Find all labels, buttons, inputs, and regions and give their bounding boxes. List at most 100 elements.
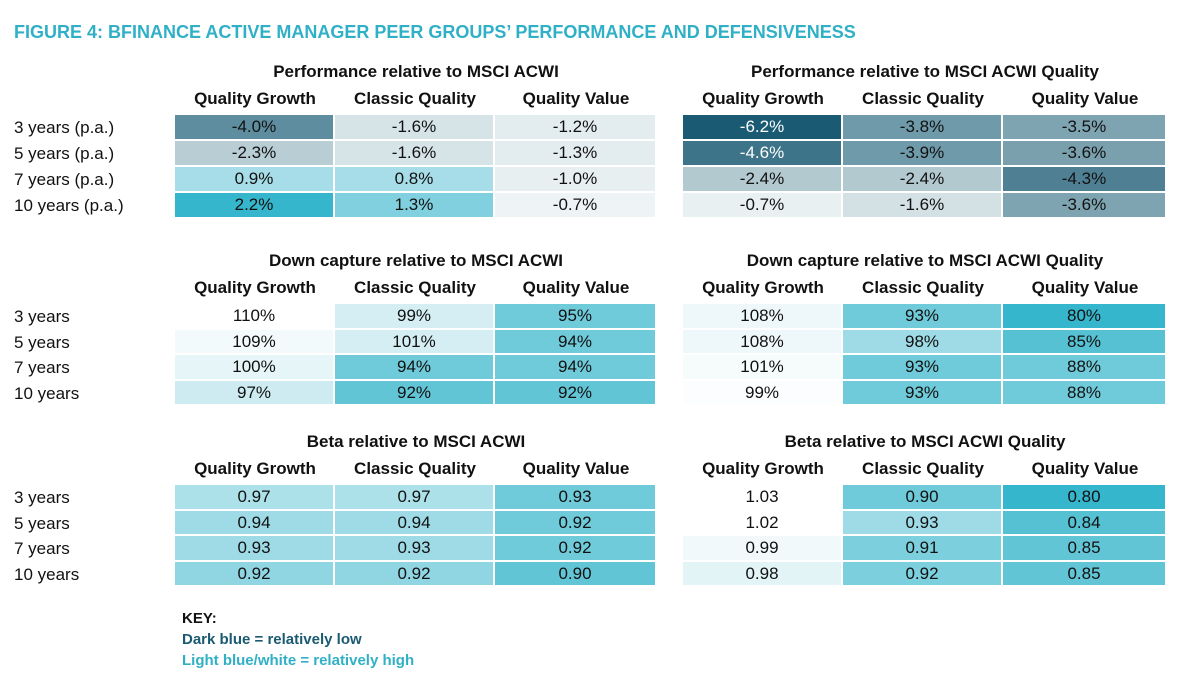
heatmap-cell: -1.0% (495, 167, 657, 193)
column-header: Classic Quality (862, 278, 984, 297)
heatmap-cell: -0.7% (683, 193, 843, 219)
heatmap-cell: 0.93 (495, 485, 657, 511)
heatmap-cell: 0.90 (495, 561, 657, 587)
row-label: 3 years (14, 488, 70, 507)
row-label: 5 years (14, 332, 70, 352)
heatmap-cell: 0.80 (1003, 485, 1167, 511)
heatmap-cell: 93% (843, 304, 1003, 330)
heatmap-cell: 0.93 (175, 536, 335, 562)
column-header: Classic Quality (354, 89, 476, 108)
column-header: Quality Growth (194, 89, 316, 108)
column-header: Quality Value (522, 459, 630, 478)
column-header: Classic Quality (354, 459, 476, 478)
heatmap-cell: 1.03 (683, 485, 843, 511)
heatmap-cell: -1.6% (335, 115, 495, 141)
heatmap-cell: 0.85 (1003, 536, 1167, 562)
heatmap-cell: -4.6% (683, 141, 843, 167)
heatmap-cell: -3.5% (1003, 115, 1167, 141)
column-header: Classic Quality (862, 459, 984, 478)
heatmap-cell: 0.93 (843, 510, 1003, 536)
heatmap-cell: 108% (683, 329, 843, 355)
row-label: 3 years (14, 307, 70, 326)
row-label: 10 years (14, 383, 80, 403)
table-title: Down capture relative to MSCI ACWI Quali… (746, 251, 1104, 270)
row-label: 3 years (p.a.) (14, 118, 115, 137)
row-label: 7 years (14, 358, 70, 377)
heatmap-cell: 0.99 (683, 536, 843, 562)
heatmap-cell: -6.2% (683, 115, 843, 141)
heatmap-cell: 88% (1003, 380, 1167, 406)
heatmap-cell: 94% (495, 355, 657, 381)
heatmap-cell: 85% (1003, 329, 1167, 355)
heatmap-cell: -2.4% (683, 167, 843, 193)
table-title: Down capture relative to MSCI ACWI (268, 251, 564, 270)
column-header: Quality Value (522, 89, 630, 108)
heatmap-cell: 0.92 (175, 561, 335, 587)
heatmap-cell: 2.2% (175, 193, 335, 219)
row-label: 5 years (p.a.) (14, 144, 115, 163)
heatmap-cell: -3.8% (843, 115, 1003, 141)
table-title: Performance relative to MSCI ACWI Qualit… (751, 62, 1099, 81)
heatmap-cell: -0.7% (495, 193, 657, 219)
heatmap-cell: 88% (1003, 355, 1167, 381)
row-label: 5 years (14, 513, 70, 533)
heatmap-cell: 0.84 (1003, 510, 1167, 536)
row-label: 7 years (14, 539, 70, 558)
heatmap-cell: -2.4% (843, 167, 1003, 193)
heatmap-cell: 0.85 (1003, 561, 1167, 587)
heatmap-cell: -4.3% (1003, 167, 1167, 193)
column-header: Quality Growth (194, 278, 316, 297)
heatmap-cell: 0.92 (495, 510, 657, 536)
heatmap-cell: -3.6% (1003, 141, 1167, 167)
heatmap-cell: 99% (683, 380, 843, 406)
column-header: Quality Growth (702, 89, 824, 108)
table-title: Beta relative to MSCI ACWI Quality (784, 432, 1066, 451)
heatmap-cell: 100% (175, 355, 335, 381)
column-header: Quality Value (1031, 89, 1139, 108)
heatmap-cell: -1.6% (843, 193, 1003, 219)
heatmap-cell: 0.91 (843, 536, 1003, 562)
heatmap-cell: 0.92 (495, 536, 657, 562)
heatmap-cell: 1.02 (683, 510, 843, 536)
heatmap-cell: -1.3% (495, 141, 657, 167)
heatmap-cell: 94% (495, 329, 657, 355)
key-dark: Dark blue = relatively low (182, 631, 362, 648)
heatmap-cell: 0.90 (843, 485, 1003, 511)
heatmap-cell: 0.98 (683, 561, 843, 587)
heatmap-cell: 101% (335, 329, 495, 355)
heatmap-cell: 0.93 (335, 536, 495, 562)
heatmap-cell: 101% (683, 355, 843, 381)
heatmap-cell: -1.2% (495, 115, 657, 141)
key-light: Light blue/white = relatively high (182, 652, 415, 669)
heatmap-cell: 110% (175, 304, 335, 330)
column-header: Quality Value (1031, 459, 1139, 478)
heatmap-cell: -3.6% (1003, 193, 1167, 219)
column-header: Classic Quality (354, 278, 476, 297)
figure-title: FIGURE 4: BFINANCE ACTIVE MANAGER PEER G… (14, 22, 856, 42)
column-header: Quality Value (522, 278, 630, 297)
heatmap-cell: 95% (495, 304, 657, 330)
heatmap-cell: 109% (175, 329, 335, 355)
row-label: 10 years (14, 564, 80, 584)
heatmap-cell: 0.92 (843, 561, 1003, 587)
column-header: Quality Growth (194, 459, 316, 478)
heatmap-cell: 0.94 (175, 510, 335, 536)
heatmap-cell: 94% (335, 355, 495, 381)
heatmap-cell: 80% (1003, 304, 1167, 330)
column-header: Quality Growth (702, 278, 824, 297)
heatmap-cell: 92% (495, 380, 657, 406)
heatmap-cell: 0.97 (175, 485, 335, 511)
key-heading: KEY: (182, 610, 217, 627)
heatmap-cell: -3.9% (843, 141, 1003, 167)
heatmap-cell: 97% (175, 380, 335, 406)
table-title: Beta relative to MSCI ACWI (306, 432, 526, 451)
heatmap-cell: -2.3% (175, 141, 335, 167)
column-header: Classic Quality (862, 89, 984, 108)
heatmap-cell: 0.97 (335, 485, 495, 511)
heatmap-cell: 92% (335, 380, 495, 406)
heatmap-cell: 98% (843, 329, 1003, 355)
heatmap-cell: 1.3% (335, 193, 495, 219)
column-header: Quality Value (1031, 278, 1139, 297)
column-header: Quality Growth (702, 459, 824, 478)
